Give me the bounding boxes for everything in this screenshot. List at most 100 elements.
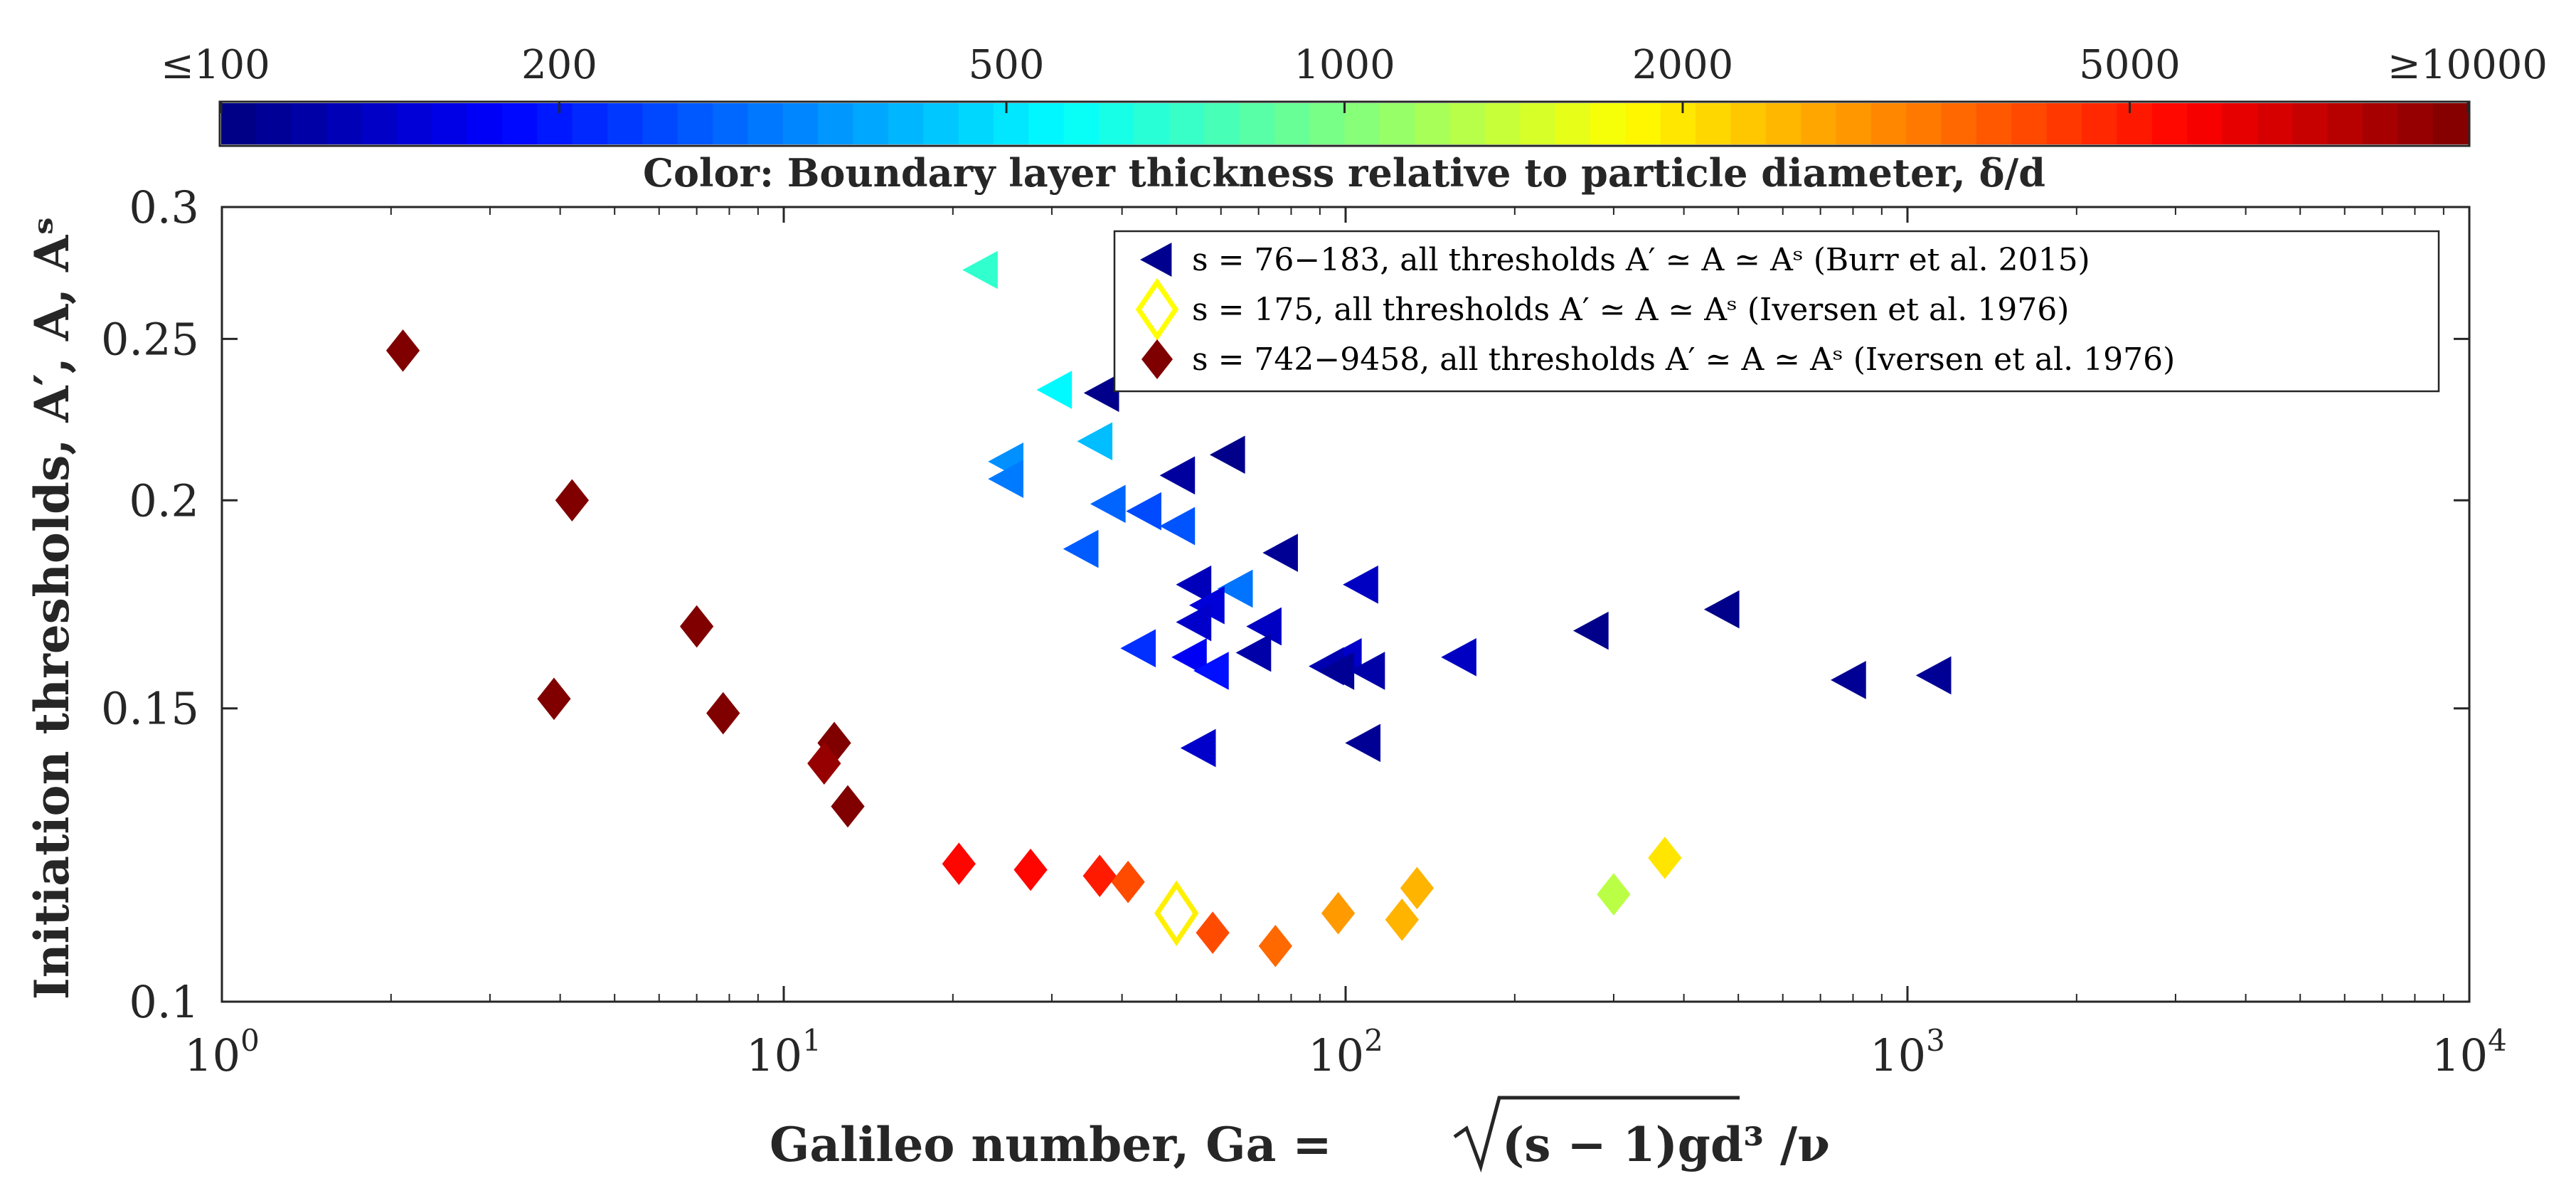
x-axis-title: Galileo number, Ga = (s − 1)gd³ /ν	[770, 1096, 1830, 1173]
colorbar-cell	[396, 103, 433, 144]
colorbar-cell	[642, 103, 678, 144]
legend-entry-iversen-742: s = 742−9458, all thresholds A′ ≃ A ≃ Aˢ…	[1192, 341, 2175, 378]
colorbar-cell	[818, 103, 854, 144]
legend-entry-iversen-175: s = 175, all thresholds A′ ≃ A ≃ Aˢ (Ive…	[1192, 292, 2069, 328]
colorbar-cell	[2327, 103, 2363, 144]
iversen-742-point	[1111, 860, 1145, 903]
burr-2015-point	[1246, 607, 1282, 646]
colorbar-cell	[1204, 103, 1240, 144]
colorbar-ticks: ≤100 200 500 1000 2000 5000 ≥10000	[161, 42, 2548, 113]
iversen-742-point	[1082, 854, 1117, 897]
x-axis-ticks: 100 101 102 103 104	[184, 207, 2507, 1081]
burr-2015-point	[1235, 633, 1272, 672]
colorbar-cell	[1134, 103, 1170, 144]
burr-2015-point	[1209, 435, 1245, 475]
data-points	[385, 250, 1952, 968]
legend-entry-burr: s = 76−183, all thresholds A′ ≃ A ≃ Aˢ (…	[1192, 242, 2090, 278]
x-tick-label: 101	[746, 1023, 821, 1081]
colorbar-cell	[1309, 103, 1346, 144]
y-axis-ticks: 0.1 0.15 0.2 0.25 0.3	[101, 181, 2469, 1028]
colorbar-cell	[2362, 103, 2399, 144]
iversen-742-point	[1258, 924, 1292, 968]
colorbar-cell	[1801, 103, 1837, 144]
colorbar-cell	[537, 103, 573, 144]
colorbar-cell	[2187, 103, 2223, 144]
burr-2015-point	[988, 460, 1023, 499]
y-tick-label: 0.25	[101, 313, 199, 365]
burr-2015-point	[1159, 456, 1196, 495]
colorbar-cell	[572, 103, 608, 144]
colorbar-cell	[1906, 103, 1942, 144]
colorbar-cell	[1379, 103, 1416, 144]
iversen-742-point	[1321, 891, 1356, 935]
colorbar-cell	[993, 103, 1030, 144]
colorbar-cell	[2257, 103, 2294, 144]
burr-2015-point	[1573, 611, 1609, 650]
burr-2015-point	[1831, 661, 1866, 699]
colorbar-cell	[1625, 103, 1661, 144]
iversen-742-point	[1385, 898, 1419, 941]
burr-2015-point	[1217, 569, 1253, 608]
colorbar-tick-label: 5000	[2079, 42, 2181, 88]
y-axis-title: Initiation thresholds, A′, A, Aˢ	[24, 217, 80, 1000]
colorbar-cell	[1520, 103, 1556, 144]
legend-marker-iversen-742	[1141, 339, 1173, 379]
colorbar-cell	[923, 103, 959, 144]
colorbar-cell	[782, 103, 819, 144]
legend-box	[1113, 230, 2440, 393]
colorbar-cell	[1730, 103, 1767, 144]
burr-2015-point	[1036, 371, 1073, 409]
colorbar-cell	[888, 103, 925, 144]
colorbar-cell	[713, 103, 749, 144]
burr-2015-point	[1176, 565, 1212, 604]
iversen-742-point	[1400, 867, 1435, 910]
colorbar-cell	[1870, 103, 1907, 144]
burr-2015-point	[1126, 492, 1161, 531]
iversen-742-point	[385, 329, 420, 372]
colorbar-cell	[221, 103, 257, 144]
colorbar-cell	[2397, 103, 2434, 144]
x-axis-title-radicand: (s − 1)gd³	[1502, 1117, 1764, 1172]
colorbar-cell	[1484, 103, 1521, 144]
colorbar-cell	[1941, 103, 1977, 144]
burr-2015-point	[1159, 507, 1196, 546]
svg-text:Galileo number, Ga =: Galileo number, Ga =	[770, 1117, 1332, 1172]
colorbar-tick-label: 500	[969, 42, 1045, 88]
y-tick-label: 0.1	[129, 976, 199, 1028]
colorbar-gradient	[221, 103, 2469, 144]
svg-text:(s − 1)gd³ /ν: (s − 1)gd³ /ν	[1502, 1117, 1830, 1172]
x-tick-label: 102	[1308, 1023, 1383, 1081]
colorbar-cell	[1169, 103, 1205, 144]
colorbar-cell	[1555, 103, 1592, 144]
colorbar-cell	[677, 103, 714, 144]
colorbar-cell	[2151, 103, 2188, 144]
colorbar-cell	[1344, 103, 1380, 144]
legend-marker-iversen-175	[1135, 277, 1179, 341]
colorbar-cell	[326, 103, 363, 144]
iversen-742-point	[1196, 911, 1230, 954]
iversen-742-point	[537, 677, 571, 721]
colorbar-cell	[853, 103, 889, 144]
x-axis-title-suffix: /ν	[1780, 1117, 1830, 1172]
iversen-742-point	[942, 842, 976, 885]
burr-2015-point	[1343, 565, 1378, 604]
y-tick-label: 0.3	[129, 181, 199, 233]
iversen-742-point	[706, 691, 740, 735]
colorbar-cell	[1274, 103, 1311, 144]
colorbar-cell	[256, 103, 292, 144]
colorbar-cell	[432, 103, 468, 144]
x-tick-label: 103	[1870, 1023, 1945, 1081]
legend: s = 76−183, all thresholds A′ ≃ A ≃ Aˢ (…	[1113, 230, 2440, 393]
colorbar-cell	[501, 103, 538, 144]
sqrt-radical	[1453, 1096, 1740, 1173]
burr-2015-point	[1915, 656, 1952, 695]
iversen-742-point	[831, 785, 865, 828]
colorbar-cell	[291, 103, 328, 144]
colorbar-tick-label: ≥10000	[2388, 42, 2548, 88]
burr-2015-point	[1345, 724, 1381, 763]
burr-2015-point	[1176, 603, 1212, 642]
colorbar-tick-label: ≤100	[161, 42, 270, 88]
colorbar-cell	[2292, 103, 2328, 144]
colorbar-cell	[1765, 103, 1802, 144]
